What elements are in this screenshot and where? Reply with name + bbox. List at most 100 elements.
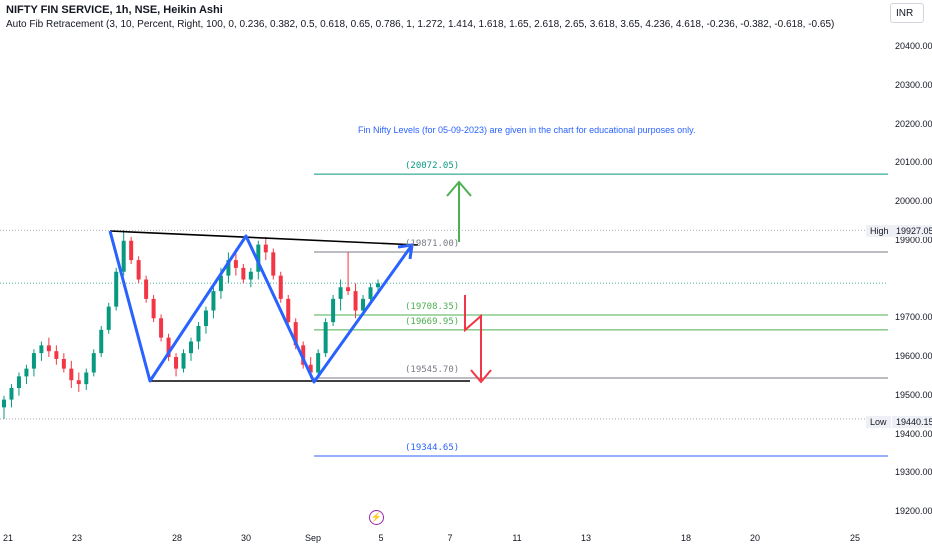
time-tick-label: 13 [580,533,592,543]
candle-body [331,298,336,323]
price-tick-label: 19400.00 [895,428,932,439]
time-tick-label: 30 [240,533,252,543]
price-tick-label: 19200.00 [895,506,932,516]
high-label: High [866,225,893,237]
price-tick-label: 19300.00 [895,467,932,478]
candle-body [106,306,111,330]
candle-body [39,345,44,354]
candle-body [233,260,238,268]
candle-body [99,329,104,354]
candle-body [136,260,141,280]
candle-body [361,298,366,311]
down-arrow-icon [464,295,492,384]
chart-note: Fin Nifty Levels (for 05-09-2023) are gi… [358,125,696,135]
candle-body [323,322,328,354]
time-tick-label: 7 [447,533,453,543]
candle-body [286,298,291,323]
low-label: Low [866,416,891,428]
candle-body [54,351,59,359]
upper-trendline [109,230,419,246]
candle-body [31,353,36,369]
price-tick-label: 20300.00 [895,79,932,90]
candle-body [301,345,306,365]
candle-body [256,244,261,272]
currency-button[interactable]: INR [890,3,924,23]
candle-body [16,376,21,388]
zigzag-pattern [108,230,414,384]
low-value: 19440.15 [892,416,932,428]
candle-body [248,271,253,280]
candle-body [114,271,119,307]
candle-body [46,345,51,352]
fib-level-label: (20072.05) [405,161,460,172]
last-price-tag: 19793.15 [890,265,929,276]
candle-body [196,326,201,342]
flash-event-icon[interactable]: ⚡ [369,510,384,525]
time-tick-label: 18 [680,533,692,543]
candle-body [159,318,164,338]
price-tick-label: 19500.00 [895,389,932,400]
candle-body [69,368,74,381]
candle-body [346,287,351,292]
time-tick-label: Sep [304,533,322,543]
candle-body [203,310,208,326]
price-tick-label: 19600.00 [895,351,932,361]
indicator-legend[interactable]: Auto Fib Retracement (3, 10, Percent, Ri… [6,19,835,30]
candles [2,230,380,419]
candle-body [144,279,149,299]
candle-body [121,240,126,272]
time-tick-label: 21 [2,533,14,543]
time-tick-label: 25 [849,533,861,543]
fib-level-label: (19669.95) [405,316,460,327]
candle-body [84,372,89,385]
candle-body [151,298,156,319]
time-tick-label: 23 [71,533,83,543]
candle-body [181,353,186,369]
candle-body [368,287,373,299]
candle-body [226,260,231,276]
time-tick-label: 5 [378,533,384,543]
candle-body [24,368,29,377]
high-value: 19927.05 [892,225,932,237]
fib-level-label: (19708.35) [405,302,460,312]
candle-body [61,358,66,369]
candle-body [76,380,81,385]
price-tick-label: 19700.00 [895,312,932,323]
candle-body [278,275,283,299]
candle-body [271,252,276,276]
price-tick-label: 20200.00 [895,118,932,129]
price-tick-label: 20100.00 [895,157,932,168]
candle-body [9,388,14,400]
candle-body [308,364,313,373]
price-tick-label: 20400.00 [895,41,932,51]
candle-body [338,287,343,299]
drawings [108,180,492,384]
time-tick-label: 28 [171,533,183,543]
candle-body [241,267,246,280]
candle-body [211,291,216,311]
fib-level-label: (19545.70) [405,365,460,376]
candle-body [353,291,358,311]
zigzag-arrowhead [397,243,414,260]
fib-level-label: (19344.65) [405,442,460,453]
close-price-tag: 19790.70 [890,279,929,290]
candle-body [376,283,380,288]
price-tick-label: 20000.00 [895,196,932,206]
price-tick-label: 19900.00 [895,234,932,245]
candle-body [189,341,193,354]
candle-body [293,322,298,346]
candle-body [2,399,6,408]
candle-body [129,240,134,261]
time-tick-label: 11 [512,533,522,543]
candle-body [174,357,179,369]
candle-body [218,275,223,292]
up-arrow-icon [446,180,472,242]
fib-level-label: (19871.00) [405,238,460,249]
time-tick-label: 20 [749,533,761,543]
candle-body [91,353,96,373]
chart-title: NIFTY FIN SERVICE, 1h, NSE, Heikin Ashi [6,4,223,16]
candle-body [316,353,321,373]
candle-body [263,244,268,253]
candle-body [166,337,171,357]
